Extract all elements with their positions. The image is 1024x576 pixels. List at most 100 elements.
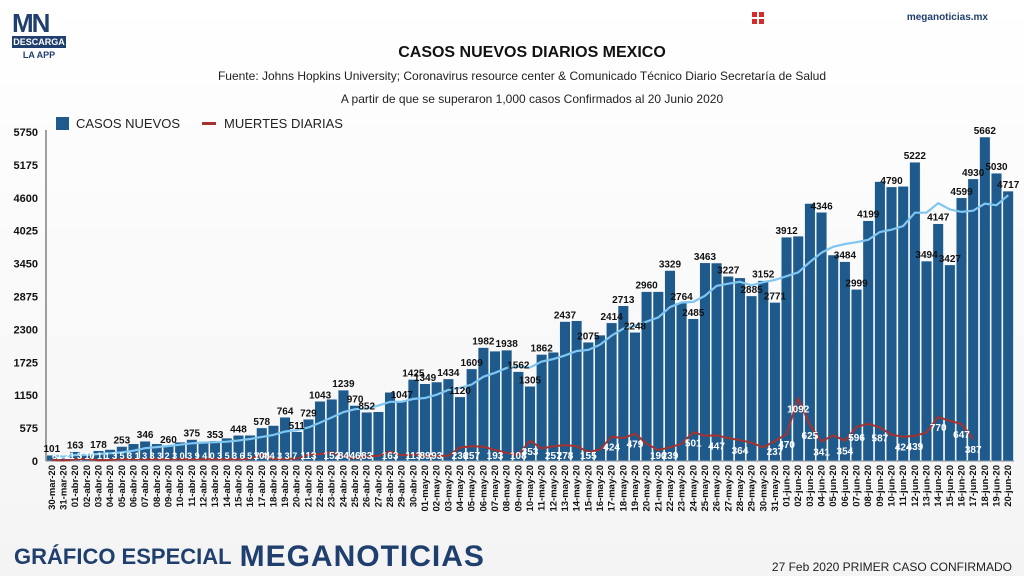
bar-value-label: 1425	[402, 368, 425, 379]
bar	[967, 178, 979, 462]
bar	[267, 425, 279, 462]
bar	[851, 289, 863, 462]
bar	[302, 419, 314, 462]
y-tick-label: 1150	[14, 390, 38, 402]
x-tick-label: 19-jun-20	[992, 465, 1003, 507]
bar-value-label: 2248	[624, 321, 647, 332]
bar-value-label: 375	[183, 429, 200, 440]
death-value-label: 587	[872, 433, 889, 444]
bar-value-label: 163	[67, 441, 84, 452]
bar	[407, 379, 419, 462]
x-tick-label: 27-may-20	[723, 465, 734, 511]
bar	[781, 236, 793, 462]
bar-value-label: 101	[43, 444, 60, 455]
x-tick-label: 18-jun-20	[980, 465, 991, 507]
bar-value-label: 970	[347, 394, 364, 405]
early-small-labels: 81 21 3 10 1 1 3 5 3 1 3 3 3 2 3 0 3 9 4…	[52, 451, 297, 461]
x-tick-label: 18-abr-20	[268, 465, 279, 507]
y-tick-label: 2300	[14, 324, 38, 336]
bar	[536, 354, 548, 462]
deaths-line	[51, 395, 974, 462]
bar	[326, 399, 338, 462]
footer-brand: MEGANOTICIAS	[239, 540, 485, 573]
x-tick-label: 17-may-20	[607, 465, 618, 511]
bar	[256, 427, 268, 462]
x-tick-label: 25-abr-20	[350, 465, 361, 507]
x-tick-label: 16-may-20	[595, 465, 606, 511]
death-value-label: 237	[767, 447, 784, 458]
bar	[244, 435, 256, 462]
death-value-label: 257	[545, 451, 562, 462]
bar-value-label: 2960	[636, 281, 659, 292]
bar	[232, 435, 244, 462]
x-tick-label: 29-abr-20	[397, 465, 408, 507]
bar	[139, 441, 151, 462]
bar	[349, 405, 361, 462]
bar-value-label: 2075	[577, 331, 600, 342]
death-value-label: 163	[382, 451, 399, 462]
death-value-label: 46	[349, 451, 361, 462]
x-tick-label: 04-abr-20	[105, 465, 116, 507]
x-tick-label: 03-may-20	[443, 465, 454, 511]
legend-deaths-label: MUERTES DIARIAS	[224, 116, 343, 131]
death-value-label: 387	[965, 445, 982, 456]
x-tick-label: 06-may-20	[478, 465, 489, 511]
x-tick-label: 02-abr-20	[82, 465, 93, 507]
bar	[384, 392, 396, 462]
x-tick-label: 20-may-20	[642, 465, 653, 511]
death-value-label: 113	[300, 451, 317, 462]
x-tick-label: 05-may-20	[467, 465, 478, 511]
death-value-label: 239	[662, 451, 679, 462]
meganoticias-logo[interactable]: MN DESCARGA LA APP	[12, 10, 66, 60]
death-value-label: 113	[405, 451, 422, 462]
logo-download-band: DESCARGA	[12, 36, 66, 48]
chart-source: Fuente: Johns Hopkins University; Corona…	[217, 69, 827, 83]
x-tick-label: 18-may-20	[618, 465, 629, 511]
x-tick-label: 20-jun-20	[1003, 465, 1014, 507]
bar-value-label: 1609	[461, 358, 484, 369]
bar	[571, 320, 583, 462]
chart-note: A partir de que se superaron 1,000 casos…	[340, 92, 724, 106]
x-tick-label: 29-may-20	[747, 465, 758, 511]
x-tick-label: 22-abr-20	[315, 465, 326, 507]
x-tick-label: 15-abr-20	[233, 465, 244, 507]
x-tick-label: 24-may-20	[688, 465, 699, 511]
bar	[757, 280, 769, 462]
site-url[interactable]: meganoticias.mx	[906, 12, 988, 23]
bar-value-label: 3427	[939, 254, 962, 265]
y-tick-label: 2875	[14, 292, 38, 304]
death-value-label: 625	[802, 431, 819, 442]
bar-value-label: 578	[253, 417, 270, 428]
x-tick-label: 25-may-20	[700, 465, 711, 511]
bar	[582, 342, 594, 462]
x-tick-label: 16-abr-20	[245, 465, 256, 507]
x-tick-label: 11-jun-20	[898, 465, 909, 506]
bar	[629, 332, 641, 462]
x-tick-label: 12-jun-20	[910, 465, 921, 507]
bar	[606, 322, 618, 462]
x-tick-label: 24-abr-20	[338, 465, 349, 507]
x-tick-label: 06-jun-20	[840, 465, 851, 507]
x-tick-label: 01-abr-20	[70, 465, 81, 507]
bar	[921, 260, 932, 462]
x-tick-label: 09-may-20	[513, 465, 524, 511]
x-tick-label: 08-abr-20	[152, 465, 163, 507]
bar-value-label: 4930	[962, 168, 985, 179]
bar-value-label: 346	[137, 430, 154, 441]
death-value-label: 193	[487, 451, 504, 462]
x-tick-label: 08-may-20	[502, 465, 513, 511]
y-tick-label: 1725	[14, 357, 38, 369]
bar	[909, 162, 921, 462]
bar-value-label: 4346	[810, 201, 833, 212]
bar-value-label: 3152	[752, 270, 775, 281]
bar-value-label: 1349	[414, 373, 437, 384]
bar-value-label: 3227	[717, 265, 740, 276]
bar	[151, 443, 163, 462]
bar	[291, 431, 303, 462]
x-tick-label: 14-jun-20	[933, 465, 944, 507]
bar	[734, 277, 746, 462]
bar-value-label: 253	[113, 436, 130, 447]
bar	[466, 368, 478, 462]
x-tick-label: 23-abr-20	[327, 465, 338, 507]
bar-value-label: 2414	[601, 312, 624, 323]
